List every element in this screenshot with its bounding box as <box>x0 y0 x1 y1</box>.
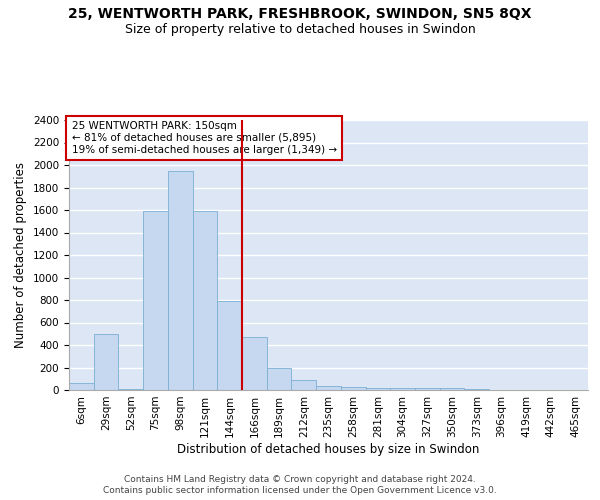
Bar <box>94 334 118 390</box>
Bar <box>316 386 341 390</box>
Bar <box>415 388 440 390</box>
Text: 25, WENTWORTH PARK, FRESHBROOK, SWINDON, SN5 8QX: 25, WENTWORTH PARK, FRESHBROOK, SWINDON,… <box>68 8 532 22</box>
Bar <box>365 388 390 390</box>
Text: Size of property relative to detached houses in Swindon: Size of property relative to detached ho… <box>125 22 475 36</box>
Bar <box>440 388 464 390</box>
Y-axis label: Number of detached properties: Number of detached properties <box>14 162 28 348</box>
Text: 25 WENTWORTH PARK: 150sqm
← 81% of detached houses are smaller (5,895)
19% of se: 25 WENTWORTH PARK: 150sqm ← 81% of detac… <box>71 122 337 154</box>
Bar <box>69 383 94 390</box>
Bar <box>118 389 143 390</box>
Bar <box>242 337 267 390</box>
Bar <box>341 387 365 390</box>
Bar <box>267 368 292 390</box>
Bar <box>390 388 415 390</box>
Text: Contains public sector information licensed under the Open Government Licence v3: Contains public sector information licen… <box>103 486 497 495</box>
Bar <box>193 211 217 390</box>
Bar <box>168 170 193 390</box>
Text: Contains HM Land Registry data © Crown copyright and database right 2024.: Contains HM Land Registry data © Crown c… <box>124 475 476 484</box>
Bar <box>292 380 316 390</box>
X-axis label: Distribution of detached houses by size in Swindon: Distribution of detached houses by size … <box>178 442 479 456</box>
Bar <box>143 211 168 390</box>
Bar <box>217 301 242 390</box>
